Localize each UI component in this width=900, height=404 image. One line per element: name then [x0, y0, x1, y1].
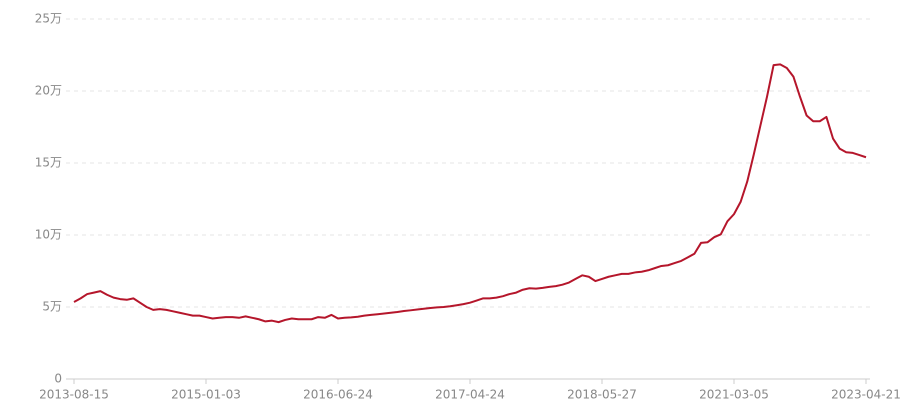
x-tick-label: 2016-06-24	[303, 388, 373, 401]
x-tick-label: 2015-01-03	[171, 388, 241, 401]
x-tick-label: 2023-04-21	[831, 388, 900, 401]
line	[73, 63, 867, 324]
y-tick-label: 0	[54, 372, 62, 386]
y-tick-label: 10万	[35, 228, 62, 242]
y-tick-label: 5万	[42, 300, 62, 314]
y-tick-label: 25万	[35, 12, 62, 26]
x-tick-label: 2018-05-27	[567, 388, 637, 401]
x-tick-label: 2013-08-15	[39, 388, 109, 401]
y-tick-label: 15万	[35, 156, 62, 170]
y-tick-label: 20万	[35, 84, 62, 98]
x-tick-label: 2021-03-05	[699, 388, 769, 401]
x-tick-label: 2017-04-24	[435, 388, 505, 401]
